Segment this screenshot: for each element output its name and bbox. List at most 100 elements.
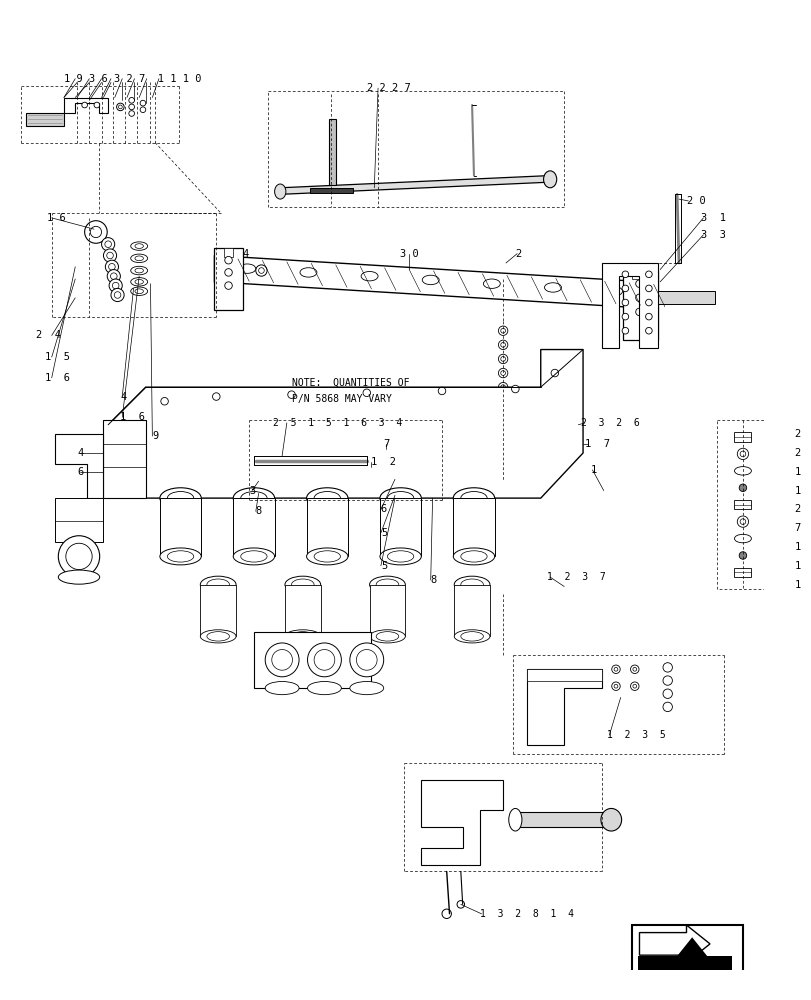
Circle shape	[500, 455, 505, 460]
Circle shape	[105, 260, 118, 273]
Polygon shape	[328, 119, 335, 185]
Ellipse shape	[240, 492, 267, 505]
Ellipse shape	[460, 579, 483, 590]
Polygon shape	[622, 270, 658, 340]
Circle shape	[632, 667, 636, 671]
Ellipse shape	[380, 488, 421, 508]
Circle shape	[498, 467, 507, 476]
Ellipse shape	[453, 630, 489, 643]
Ellipse shape	[483, 279, 500, 288]
Ellipse shape	[131, 278, 148, 286]
Circle shape	[140, 100, 146, 106]
Ellipse shape	[307, 682, 341, 695]
Text: 3  1: 3 1	[700, 213, 725, 223]
Circle shape	[129, 98, 135, 103]
Polygon shape	[402, 444, 423, 476]
Circle shape	[645, 271, 651, 278]
Polygon shape	[280, 176, 550, 194]
Circle shape	[635, 280, 642, 287]
Ellipse shape	[131, 266, 148, 275]
Circle shape	[498, 439, 507, 448]
Circle shape	[94, 102, 100, 108]
Polygon shape	[421, 780, 503, 865]
Circle shape	[630, 682, 638, 690]
Polygon shape	[249, 453, 261, 468]
Polygon shape	[214, 248, 242, 310]
Text: 2  1: 2 1	[794, 429, 811, 439]
Bar	[734, 500, 750, 509]
Ellipse shape	[734, 467, 750, 475]
Ellipse shape	[453, 548, 494, 565]
Ellipse shape	[380, 548, 421, 565]
Circle shape	[457, 901, 464, 908]
Text: 4: 4	[120, 392, 127, 402]
Text: P/N 5868 MAY VARY: P/N 5868 MAY VARY	[291, 394, 391, 404]
Circle shape	[500, 413, 505, 418]
Text: 2: 2	[515, 249, 521, 259]
Ellipse shape	[350, 682, 384, 695]
Ellipse shape	[167, 492, 194, 505]
Circle shape	[635, 308, 642, 316]
Ellipse shape	[233, 548, 274, 565]
Circle shape	[613, 684, 617, 688]
Circle shape	[258, 268, 264, 273]
Polygon shape	[601, 263, 658, 348]
Circle shape	[498, 411, 507, 420]
Text: 9: 9	[152, 431, 158, 441]
Polygon shape	[26, 113, 64, 126]
Circle shape	[161, 397, 168, 405]
Ellipse shape	[265, 682, 298, 695]
Circle shape	[307, 643, 341, 677]
Circle shape	[140, 107, 146, 113]
Ellipse shape	[460, 551, 487, 562]
Ellipse shape	[361, 271, 378, 281]
Circle shape	[500, 342, 505, 347]
Circle shape	[84, 221, 107, 243]
Text: 1  2  3  5: 1 2 3 5	[606, 730, 664, 740]
Circle shape	[645, 327, 651, 334]
Text: 1  6: 1 6	[120, 412, 145, 422]
Ellipse shape	[131, 287, 148, 295]
Circle shape	[314, 650, 334, 670]
Circle shape	[105, 241, 111, 247]
Bar	[631, 925, 742, 991]
Ellipse shape	[460, 632, 483, 641]
Ellipse shape	[453, 488, 494, 508]
Ellipse shape	[301, 454, 308, 467]
Polygon shape	[631, 270, 643, 279]
Circle shape	[500, 427, 505, 432]
Ellipse shape	[135, 279, 144, 284]
Text: 1  2  3  7: 1 2 3 7	[547, 572, 605, 582]
Circle shape	[109, 263, 115, 270]
Circle shape	[738, 484, 746, 492]
Text: 1  7: 1 7	[794, 542, 811, 552]
Ellipse shape	[312, 454, 320, 467]
Text: 1  7: 1 7	[794, 467, 811, 477]
Circle shape	[111, 288, 124, 302]
Text: 3: 3	[249, 486, 255, 496]
Ellipse shape	[135, 268, 144, 273]
Text: 2  3: 2 3	[794, 448, 811, 458]
Circle shape	[438, 387, 445, 395]
Circle shape	[441, 909, 451, 918]
Text: 2  4: 2 4	[36, 330, 61, 340]
Ellipse shape	[160, 548, 201, 565]
Polygon shape	[254, 632, 371, 688]
Circle shape	[272, 650, 292, 670]
Circle shape	[645, 285, 651, 292]
Text: 1  1: 1 1	[794, 561, 811, 571]
Circle shape	[621, 299, 628, 306]
Text: 1  7: 1 7	[584, 439, 609, 449]
Polygon shape	[369, 585, 405, 636]
Polygon shape	[200, 585, 236, 636]
Circle shape	[82, 102, 88, 108]
Polygon shape	[453, 498, 494, 556]
Text: 2 2 2 7: 2 2 2 7	[367, 83, 410, 93]
Circle shape	[739, 451, 744, 457]
Circle shape	[114, 292, 121, 298]
Ellipse shape	[508, 808, 521, 831]
Bar	[734, 432, 750, 442]
Ellipse shape	[238, 264, 255, 273]
Circle shape	[225, 282, 232, 289]
Text: 1 9 3 6 3 2 7  1 1 1 0: 1 9 3 6 3 2 7 1 1 1 0	[64, 74, 201, 84]
